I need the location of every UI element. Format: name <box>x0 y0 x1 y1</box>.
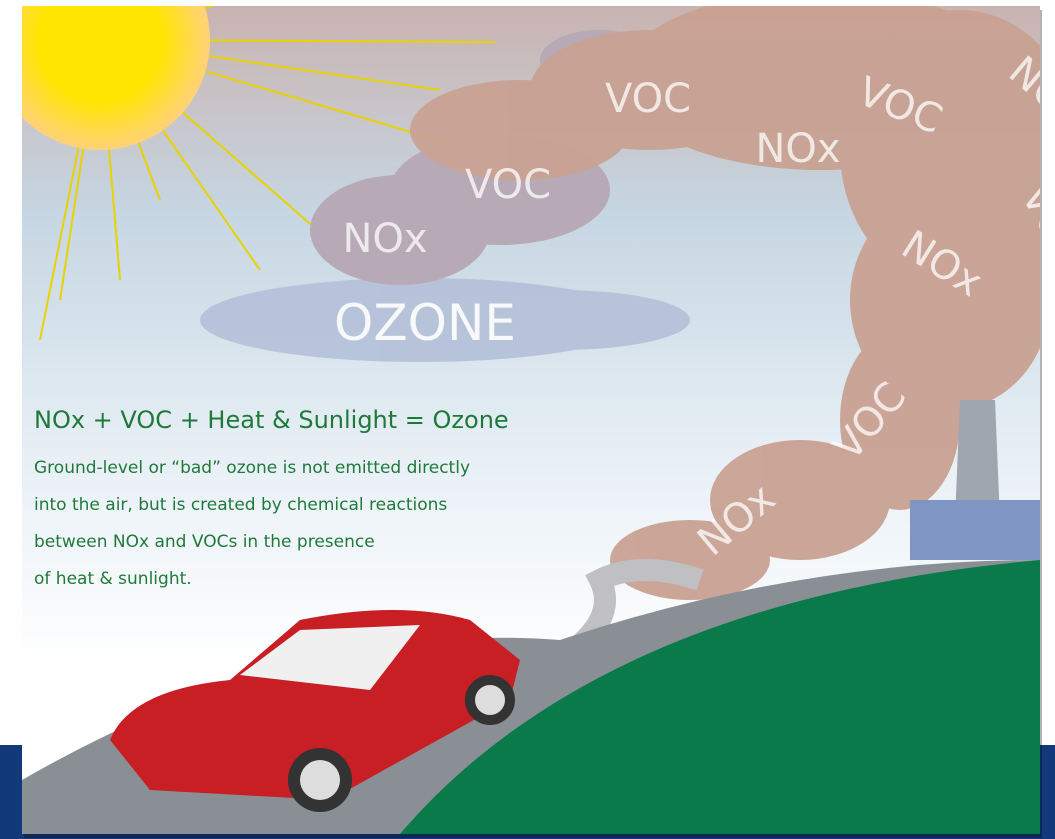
description-line: into the air, but is created by chemical… <box>34 495 447 515</box>
cloud-label: VOC <box>465 162 551 208</box>
cloud-label: VOC <box>605 76 691 122</box>
cloud-label: NOx <box>755 126 840 172</box>
factory <box>910 500 1040 560</box>
ozone-label: OZONE <box>334 294 516 352</box>
description-line: between NOx and VOCs in the presence <box>34 532 375 552</box>
illustration: VOCVOCNONOxVOCNOxVONOxVOCNOx OZONE NOx +… <box>0 0 1055 839</box>
equation: NOx + VOC + Heat & Sunlight = Ozone <box>34 406 509 434</box>
cloud-label: NOx <box>342 216 427 262</box>
description-line: Ground-level or “bad” ozone is not emitt… <box>34 458 470 478</box>
description-line: of heat & sunlight. <box>34 569 192 589</box>
scene: VOCVOCNONOxVOCNOxVONOxVOCNOx OZONE NOx +… <box>0 0 1055 834</box>
